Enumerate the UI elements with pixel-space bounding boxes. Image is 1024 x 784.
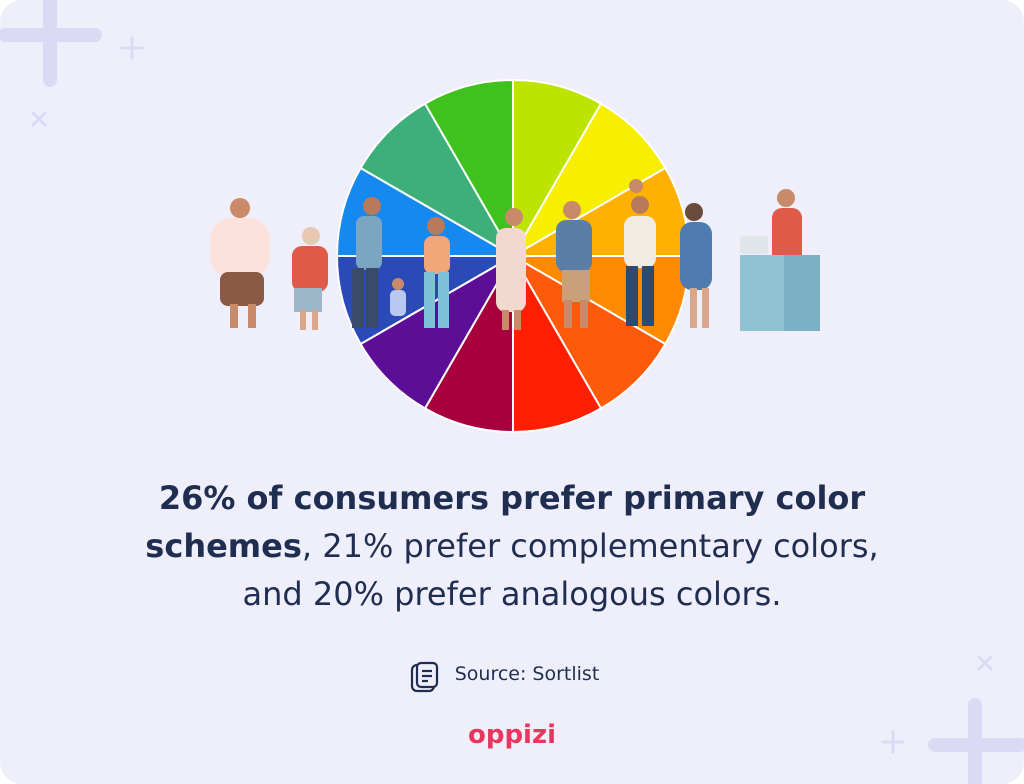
wheel-segment — [510, 253, 667, 410]
wheel-segment — [359, 253, 516, 410]
headline-rest: , 21% prefer complementary colors, and 2… — [242, 527, 879, 613]
decor-small — [31, 36, 993, 754]
wheel-segment — [512, 252, 603, 434]
source: Source: Sortlist — [0, 662, 1024, 685]
wheel-segment — [510, 102, 667, 259]
people — [210, 179, 820, 331]
wheel-segment — [423, 252, 514, 434]
source-icon — [410, 661, 439, 693]
wheel-segment — [423, 78, 514, 260]
brand-text: oppizi — [467, 720, 557, 750]
wheel-segment — [512, 78, 603, 260]
source-text: Source: Sortlist — [454, 662, 600, 685]
brand-logo: oppizi — [0, 720, 1024, 750]
headline: 26% of consumers prefer primary color sc… — [130, 474, 894, 618]
wheel-segment — [359, 102, 516, 259]
headline-bold: 26% of consumers prefer primary color sc… — [145, 479, 866, 565]
